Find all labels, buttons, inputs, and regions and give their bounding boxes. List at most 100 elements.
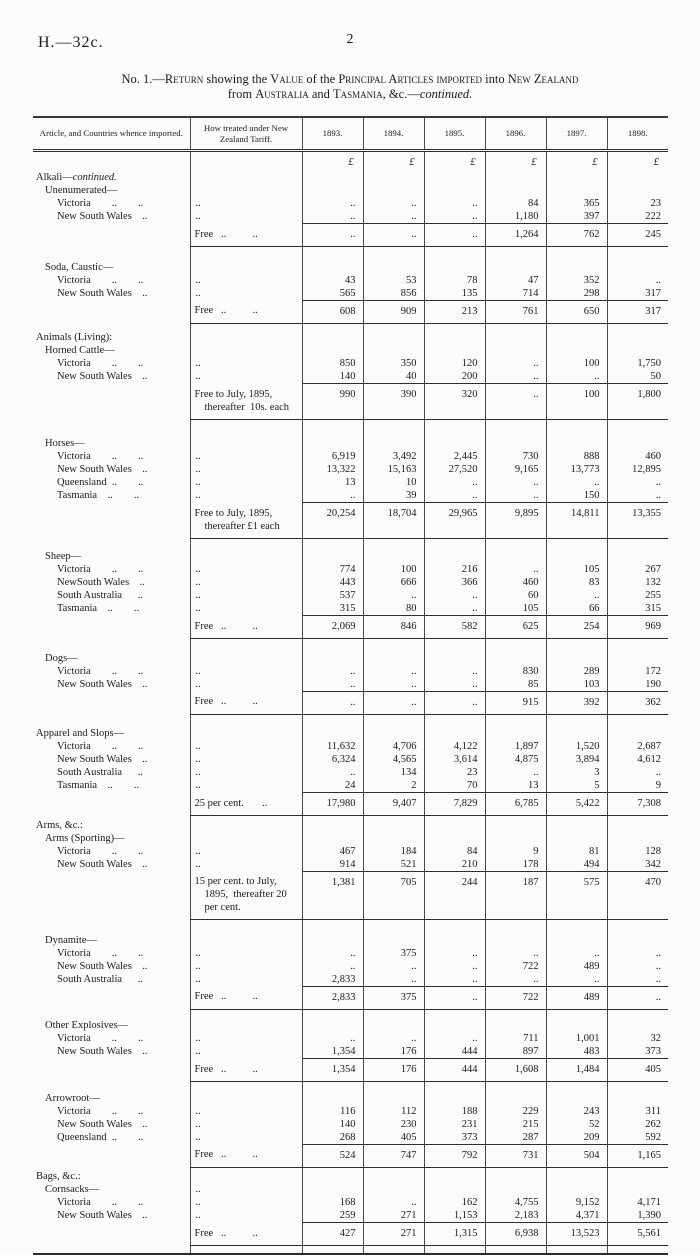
value-cell <box>606 1245 668 1254</box>
value-cell <box>484 933 546 947</box>
value-cell: 731 <box>484 1143 546 1168</box>
year-column-header: 1898. <box>606 117 668 152</box>
country-row: New South Wales .......... 722 489.. <box>33 959 668 973</box>
value-cell <box>301 714 363 727</box>
value-cell <box>423 714 485 727</box>
value-cell <box>545 246 607 261</box>
value-cell: 78 <box>423 273 485 287</box>
tariff-cell: Free to July, 1895, thereafter 10s. each <box>189 383 302 420</box>
value-cell: 914 <box>301 857 363 871</box>
value-cell: 582 <box>423 615 485 639</box>
value-cell: .. <box>301 946 363 960</box>
country-row: Victoria .. .... 116 112 188 229 243 311 <box>33 1104 668 1118</box>
value-cell: 162 <box>423 1196 485 1209</box>
value-cell <box>606 727 668 740</box>
tariff-cell: 25 per cent. .. <box>189 792 302 816</box>
value-cell <box>545 1245 607 1254</box>
value-cell <box>301 331 363 344</box>
article-cell: New South Wales .. <box>57 464 148 475</box>
country-row: New South Wales .... 259 271 1,153 2,183 4,37… <box>33 1209 668 1223</box>
total-row: Free .. .. 427 271 1,315 6,938 13,523 5,561 <box>33 1222 668 1246</box>
value-cell <box>484 246 546 261</box>
tariff-cell <box>189 184 302 197</box>
value-cell: 271 <box>362 1209 424 1223</box>
value-cell: 85 <box>484 677 546 691</box>
value-cell <box>606 1170 668 1183</box>
spacer-row <box>33 1009 668 1019</box>
value-cell: .. <box>545 946 607 960</box>
value-cell: 4,171 <box>606 1196 668 1209</box>
value-cell: 83 <box>545 576 607 589</box>
article-cell <box>33 503 190 539</box>
section-row: Bags, &c.: <box>33 1170 668 1183</box>
tariff-cell: .. <box>189 946 302 960</box>
value-cell <box>484 1019 546 1032</box>
value-cell: 460 <box>606 450 668 463</box>
value-cell: .. <box>545 370 607 384</box>
value-cell <box>362 1081 424 1092</box>
article-cell <box>33 871 190 920</box>
value-cell <box>301 1091 363 1105</box>
article-cell: Victoria .. .. <box>57 1033 144 1044</box>
value-cell: 3,614 <box>423 753 485 766</box>
article-cell: Tasmania .. .. <box>57 780 140 791</box>
value-cell <box>423 638 485 652</box>
value-cell <box>423 1009 485 1019</box>
import-table-body: £ £ £ £ £ £ Alkali—continued. Unenumerated— Vict… <box>33 150 668 1254</box>
article-cell: Victoria .. .. <box>57 741 144 752</box>
value-cell: .. <box>362 1196 424 1209</box>
section-row: Cornsacks—.. <box>33 1183 668 1196</box>
country-row: New South Wales .... 6,324 4,565 3,614 4,875… <box>33 753 668 766</box>
value-cell: 2,445 <box>423 450 485 463</box>
value-cell <box>362 1091 424 1105</box>
value-cell: 100 <box>545 357 607 370</box>
country-row: Victoria .. .... 774 100 216.. 105 267 <box>33 563 668 576</box>
value-cell: 4,122 <box>423 740 485 753</box>
value-cell <box>301 831 363 845</box>
value-cell: 315 <box>606 602 668 616</box>
value-cell: 6,324 <box>301 753 363 766</box>
value-cell <box>606 714 668 727</box>
section-row: Alkali—continued. <box>33 171 668 184</box>
value-cell <box>484 184 546 197</box>
value-cell: 105 <box>484 602 546 616</box>
spacer-row <box>33 1245 668 1254</box>
value-cell: 375 <box>362 946 424 960</box>
value-cell: 969 <box>606 615 668 639</box>
spacer-row <box>33 1167 668 1170</box>
tariff-cell <box>189 437 302 450</box>
value-cell: 100 <box>362 563 424 576</box>
tariff-cell <box>189 727 302 740</box>
value-cell <box>606 437 668 450</box>
value-cell: 2,833 <box>301 985 363 1010</box>
article-cell <box>33 920 190 934</box>
value-cell: .. <box>484 766 546 779</box>
article-column-header: Article, and Countries whence imported. <box>33 117 190 152</box>
tariff-cell <box>189 933 302 947</box>
value-cell: 24 <box>301 779 363 793</box>
value-cell <box>362 727 424 740</box>
value-cell <box>301 419 363 437</box>
country-row: New South Wales .... 13,322 15,163 27,520 9,… <box>33 463 668 476</box>
value-cell: 13,322 <box>301 463 363 476</box>
total-row: 15 per cent. to July, 1895, thereafter 2… <box>33 870 668 920</box>
value-cell: 494 <box>545 857 607 871</box>
value-cell: 352 <box>545 273 607 287</box>
value-cell: 405 <box>606 1058 668 1082</box>
value-cell <box>423 246 485 261</box>
value-cell: 244 <box>423 870 485 920</box>
value-cell: £ <box>301 150 363 171</box>
tariff-cell: Free .. .. <box>189 1144 302 1168</box>
value-cell <box>423 1183 485 1196</box>
value-cell: .. <box>423 197 485 210</box>
value-cell: 52 <box>545 1117 607 1131</box>
value-cell <box>362 323 424 331</box>
value-cell: 210 <box>423 857 485 871</box>
value-cell: .. <box>484 357 546 370</box>
value-cell <box>606 171 668 184</box>
tariff-cell: .. <box>189 210 302 224</box>
value-cell: 213 <box>423 299 485 324</box>
article-cell <box>33 323 190 331</box>
tariff-cell <box>189 1091 302 1105</box>
value-cell <box>484 331 546 344</box>
